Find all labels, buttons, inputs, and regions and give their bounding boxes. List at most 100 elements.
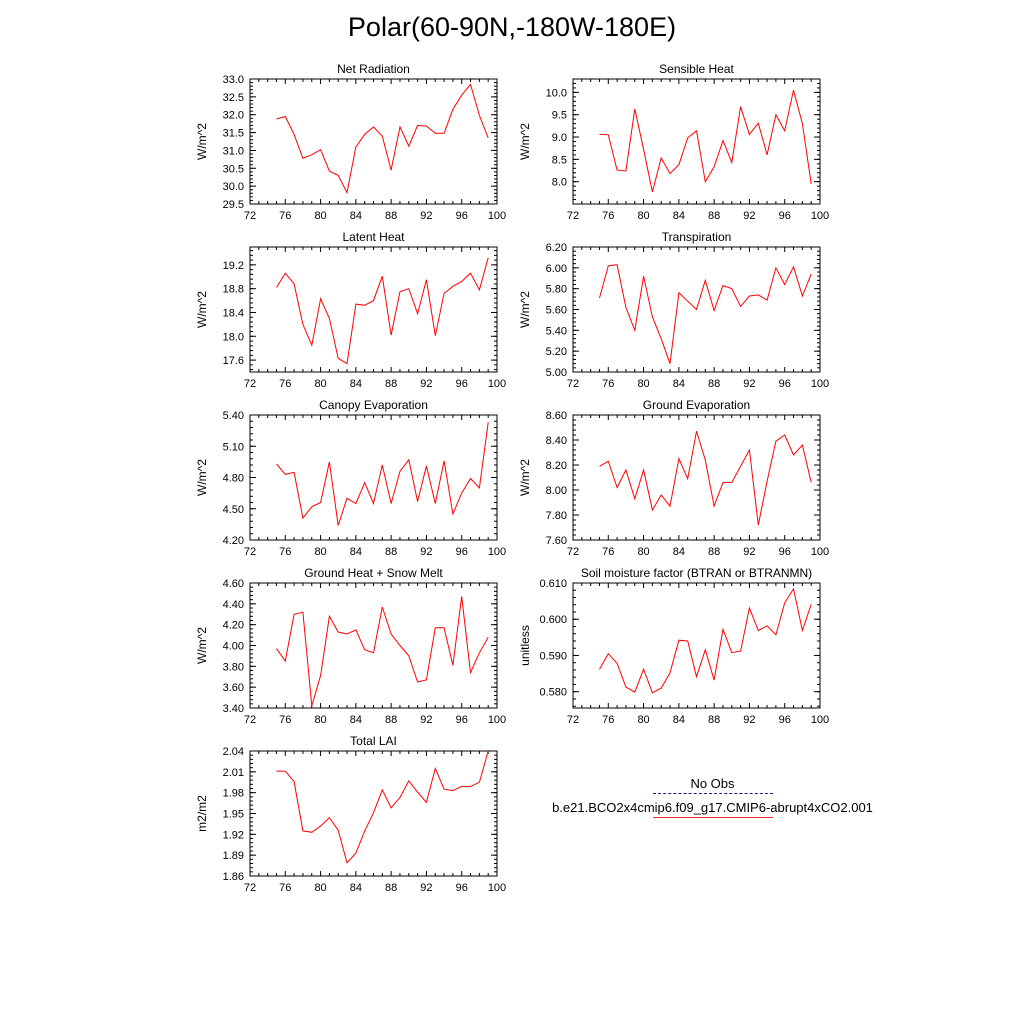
panel-title: Ground Heat + Snow Melt [304, 566, 443, 580]
y-axis-label: W/m^2 [518, 291, 532, 328]
y-tick-label: 1.98 [223, 788, 244, 800]
x-tick-label: 80 [637, 546, 649, 558]
series-line [599, 431, 812, 526]
x-tick-label: 84 [350, 882, 362, 894]
x-tick-label: 100 [488, 378, 506, 390]
x-tick-label: 88 [708, 546, 720, 558]
y-axis-label: unitless [518, 625, 532, 666]
x-tick-label: 72 [244, 714, 256, 726]
y-tick-label: 5.40 [223, 410, 244, 422]
series-line [276, 422, 489, 526]
y-tick-label: 31.0 [223, 145, 244, 157]
x-tick-label: 96 [779, 378, 791, 390]
panel-5: Ground Evaporation W/m^2 72 76 80 84 88 92 96 100… [518, 398, 829, 558]
x-tick-label: 88 [385, 210, 397, 222]
page-title: Polar(60-90N,-180W-180E) [347, 12, 677, 42]
x-tick-label: 100 [488, 882, 506, 894]
x-tick-label: 80 [637, 210, 649, 222]
y-axis-label: W/m^2 [195, 291, 209, 328]
x-tick-label: 72 [244, 546, 256, 558]
y-tick-label: 0.590 [539, 650, 567, 662]
y-tick-label: 4.00 [223, 641, 244, 653]
x-tick-label: 76 [279, 546, 291, 558]
x-tick-label: 92 [743, 546, 755, 558]
y-tick-label: 0.580 [539, 687, 567, 699]
x-tick-label: 100 [811, 714, 829, 726]
panel-title: Latent Heat [342, 230, 405, 244]
x-tick-label: 80 [637, 378, 649, 390]
x-tick-label: 84 [673, 546, 685, 558]
y-tick-label: 6.00 [546, 263, 567, 275]
plot-frame [249, 246, 498, 373]
x-tick-label: 76 [279, 210, 291, 222]
x-tick-label: 88 [385, 714, 397, 726]
x-tick-label: 92 [420, 714, 432, 726]
y-tick-label: 5.60 [546, 305, 567, 317]
x-tick-label: 72 [567, 714, 579, 726]
x-tick-label: 96 [779, 714, 791, 726]
plot-frame [249, 582, 498, 709]
y-tick-label: 19.2 [223, 260, 244, 272]
legend-model-label: b.e21.BCO2x4cmip6.f09_g17.CMIP6-abrupt4x… [552, 800, 873, 815]
legend-obs-label: No Obs [690, 776, 735, 791]
x-tick-label: 92 [420, 546, 432, 558]
y-tick-label: 0.600 [539, 614, 567, 626]
y-axis-label: W/m^2 [195, 627, 209, 664]
x-tick-label: 96 [456, 210, 468, 222]
x-tick-label: 72 [244, 378, 256, 390]
y-tick-label: 3.60 [223, 682, 244, 694]
x-tick-label: 80 [637, 714, 649, 726]
y-tick-label: 4.80 [223, 473, 244, 485]
y-tick-label: 32.5 [223, 92, 244, 104]
legend: No Obs b.e21.BCO2x4cmip6.f09_g17.CMIP6-a… [520, 776, 905, 818]
y-tick-label: 17.6 [223, 355, 244, 367]
y-tick-label: 3.80 [223, 661, 244, 673]
series-line [276, 596, 489, 707]
x-tick-label: 96 [456, 714, 468, 726]
y-tick-label: 2.01 [223, 767, 244, 779]
x-tick-label: 76 [279, 378, 291, 390]
x-tick-label: 100 [488, 210, 506, 222]
x-tick-label: 72 [567, 378, 579, 390]
series-line [599, 264, 812, 364]
series-line [276, 750, 489, 864]
y-tick-label: 5.20 [546, 346, 567, 358]
y-tick-label: 1.95 [223, 809, 244, 821]
x-tick-label: 84 [673, 378, 685, 390]
y-tick-label: 8.00 [546, 485, 567, 497]
y-tick-label: 8.60 [546, 410, 567, 422]
x-tick-label: 88 [385, 546, 397, 558]
x-tick-label: 72 [567, 210, 579, 222]
x-tick-label: 92 [743, 378, 755, 390]
y-tick-label: 9.5 [552, 110, 567, 122]
x-tick-label: 76 [602, 210, 614, 222]
y-tick-label: 5.10 [223, 441, 244, 453]
plot-frame [572, 582, 821, 709]
y-tick-label: 4.40 [223, 599, 244, 611]
x-tick-label: 84 [350, 210, 362, 222]
x-tick-label: 76 [602, 714, 614, 726]
plot-frame [249, 414, 498, 541]
x-tick-label: 72 [244, 882, 256, 894]
series-line [599, 90, 812, 193]
panel-title: Ground Evaporation [643, 398, 750, 412]
x-tick-label: 92 [743, 210, 755, 222]
y-tick-label: 32.0 [223, 110, 244, 122]
y-tick-label: 4.20 [223, 620, 244, 632]
x-tick-label: 84 [350, 546, 362, 558]
y-tick-label: 5.80 [546, 284, 567, 296]
x-tick-label: 88 [708, 714, 720, 726]
x-tick-label: 88 [708, 210, 720, 222]
x-tick-label: 100 [488, 546, 506, 558]
x-tick-label: 88 [385, 378, 397, 390]
x-tick-label: 96 [779, 210, 791, 222]
x-tick-label: 96 [779, 546, 791, 558]
series-line [276, 83, 489, 195]
panel-title: Net Radiation [337, 62, 410, 76]
panel-title: Sensible Heat [659, 62, 734, 76]
panel-title: Soil moisture factor (BTRAN or BTRANMN) [581, 566, 812, 580]
panel-8: Total LAI m2/m2 72 76 80 84 88 92 96 100 1.86 1.89 1… [195, 734, 506, 894]
y-tick-label: 2.04 [223, 746, 244, 758]
legend-obs-line [652, 793, 773, 794]
